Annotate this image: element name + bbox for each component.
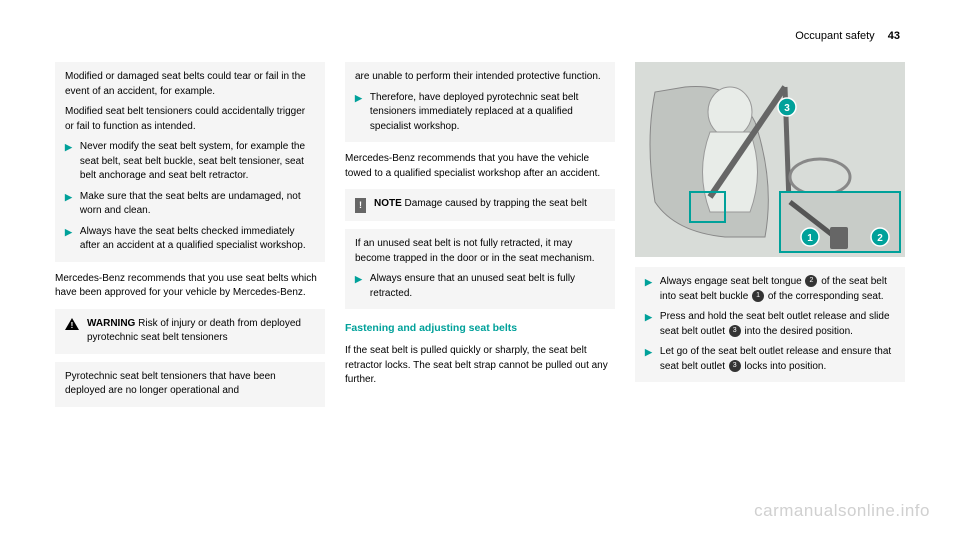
svg-text:1: 1 <box>807 233 813 244</box>
bullet-item: ▶ Always engage seat belt tongue 2 of th… <box>645 275 895 304</box>
subheading: Fastening and adjusting seat belts <box>345 321 615 336</box>
marker-2-ref: 2 <box>805 275 817 287</box>
box-paragraph: If an unused seat belt is not fully retr… <box>355 237 605 266</box>
note-box: ! NOTE Damage caused by trapping the sea… <box>345 189 615 221</box>
bullet-item: ▶ Therefore, have deployed pyrotechnic s… <box>355 91 605 135</box>
bullet-item: ▶ Always ensure that an unused seat belt… <box>355 272 605 301</box>
warning-label: WARNING <box>87 318 135 329</box>
arrow-icon: ▶ <box>645 346 652 374</box>
arrow-icon: ▶ <box>355 92 362 135</box>
info-box-1: Modified or damaged seat belts could tea… <box>55 62 325 262</box>
arrow-icon: ▶ <box>355 273 362 301</box>
body-paragraph: Mercedes-Benz recommends that you have t… <box>345 152 615 181</box>
seatbelt-illustration: 3 1 2 <box>635 62 905 257</box>
svg-text:!: ! <box>71 321 74 330</box>
bullet-item: ▶ Press and hold the seat belt outlet re… <box>645 310 895 339</box>
svg-text:2: 2 <box>877 233 883 244</box>
warning-box: ! WARNING Risk of injury or death from d… <box>55 309 325 354</box>
info-box-2: are unable to perform their intended pro… <box>345 62 615 142</box>
bullet-text: Never modify the seat belt system, for e… <box>80 140 315 184</box>
arrow-icon: ▶ <box>65 191 72 219</box>
page-number: 43 <box>888 30 900 42</box>
arrow-icon: ▶ <box>645 311 652 339</box>
bullet-text: Always have the seat belts checked immed… <box>80 225 315 254</box>
marker-1-ref: 1 <box>752 290 764 302</box>
bullet-item: ▶ Let go of the seat belt outlet release… <box>645 345 895 374</box>
body-paragraph: Mercedes-Benz recommends that you use se… <box>55 272 325 301</box>
bullet-text: Therefore, have deployed pyrotechnic sea… <box>370 91 605 135</box>
arrow-icon: ▶ <box>645 276 652 304</box>
svg-text:3: 3 <box>784 103 790 114</box>
bullet-text: Always engage seat belt tongue 2 of the … <box>660 275 895 304</box>
info-box-continued: Pyrotechnic seat belt tensioners that ha… <box>55 362 325 407</box>
note-content: NOTE Damage caused by trapping the seat … <box>374 197 587 212</box>
watermark: carmanualsonline.info <box>754 501 930 521</box>
warning-triangle-icon: ! <box>65 318 79 330</box>
body-paragraph: If the seat belt is pulled quickly or sh… <box>345 344 615 388</box>
instruction-box: ▶ Always engage seat belt tongue 2 of th… <box>635 267 905 382</box>
arrow-icon: ▶ <box>65 226 72 254</box>
note-label: NOTE <box>374 198 402 209</box>
arrow-icon: ▶ <box>65 141 72 184</box>
warning-header: ! WARNING Risk of injury or death from d… <box>65 317 315 346</box>
info-box-3: If an unused seat belt is not fully retr… <box>345 229 615 309</box>
column-2: are unable to perform their intended pro… <box>345 62 615 502</box>
page-header: Occupant safety 43 <box>55 30 905 42</box>
bullet-text: Make sure that the seat belts are undama… <box>80 190 315 219</box>
bullet-item: ▶ Never modify the seat belt system, for… <box>65 140 315 184</box>
marker-3-ref: 3 <box>729 325 741 337</box>
note-icon: ! <box>355 198 366 213</box>
note-header: ! NOTE Damage caused by trapping the sea… <box>355 197 605 213</box>
column-3: 3 1 2 ▶ <box>635 62 905 502</box>
bullet-text: Always ensure that an unused seat belt i… <box>370 272 605 301</box>
box-paragraph: Modified seat belt tensioners could acci… <box>65 105 315 134</box>
section-title: Occupant safety <box>795 30 875 42</box>
bullet-item: ▶ Make sure that the seat belts are unda… <box>65 190 315 219</box>
warning-content: WARNING Risk of injury or death from dep… <box>87 317 315 346</box>
bullet-text: Press and hold the seat belt outlet rele… <box>660 310 895 339</box>
box-paragraph: Modified or damaged seat belts could tea… <box>65 70 315 99</box>
bullet-text: Let go of the seat belt outlet release a… <box>660 345 895 374</box>
column-1: Modified or damaged seat belts could tea… <box>55 62 325 502</box>
page-container: Occupant safety 43 Modified or damaged s… <box>0 0 960 533</box>
columns-container: Modified or damaged seat belts could tea… <box>55 62 905 502</box>
box-paragraph: are unable to perform their intended pro… <box>355 70 605 85</box>
bullet-item: ▶ Always have the seat belts checked imm… <box>65 225 315 254</box>
note-text: Damage caused by trapping the seat belt <box>402 198 587 209</box>
box-paragraph: Pyrotechnic seat belt tensioners that ha… <box>65 370 315 399</box>
marker-3-ref: 3 <box>729 360 741 372</box>
